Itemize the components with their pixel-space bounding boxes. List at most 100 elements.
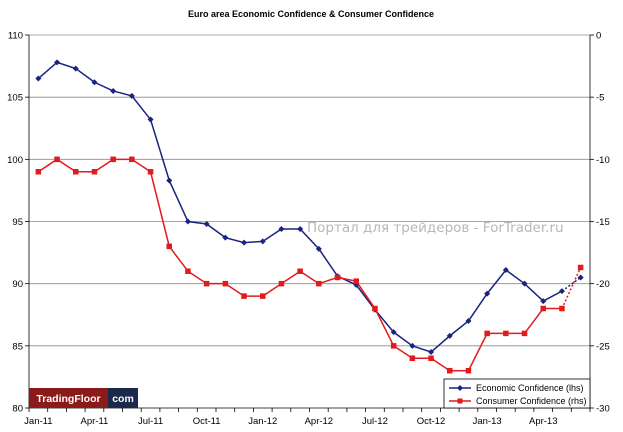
series-projection-line <box>561 267 582 309</box>
data-point <box>465 317 472 324</box>
left-tick-label: 105 <box>7 93 23 104</box>
x-tick-label: Jan-13 <box>473 416 502 427</box>
data-point <box>91 169 98 175</box>
data-point <box>316 280 322 287</box>
x-tick-label: Apr-11 <box>81 416 109 427</box>
data-point <box>334 274 341 281</box>
data-point <box>297 225 304 232</box>
data-point <box>484 290 491 297</box>
left-tick-label: 90 <box>12 279 23 290</box>
data-point <box>184 218 191 225</box>
data-point <box>428 355 434 362</box>
logo-left-bg <box>29 388 108 408</box>
legend-swatch-consumer-marker <box>457 398 463 404</box>
watermark: Портал для трейдеров - ForTrader.ru <box>307 220 564 236</box>
right-tick-label: -20 <box>596 279 610 290</box>
data-point <box>409 355 416 362</box>
data-point <box>372 305 378 312</box>
left-tick-label: 100 <box>7 155 23 166</box>
data-point <box>91 79 98 86</box>
data-point <box>447 367 453 374</box>
series-layer <box>35 59 584 374</box>
data-point <box>73 169 79 175</box>
data-point <box>35 169 42 175</box>
data-point <box>129 156 135 163</box>
right-tick-label: 0 <box>596 31 601 42</box>
data-point <box>559 305 565 312</box>
logo-right-bg <box>108 388 138 408</box>
data-point <box>353 278 359 284</box>
data-point <box>128 92 135 99</box>
x-tick-label: Jan-12 <box>248 416 277 427</box>
left-axis-ticks: 80 85 90 95 100 105 110 <box>7 31 29 415</box>
legend-swatch-economic-marker <box>457 385 463 391</box>
data-point <box>54 59 61 66</box>
data-point <box>203 280 210 287</box>
x-tick-label: Jul-11 <box>138 416 163 427</box>
data-point <box>503 330 509 337</box>
left-tick-label: 85 <box>12 341 23 352</box>
data-point <box>390 343 397 349</box>
data-point <box>502 266 509 273</box>
data-point <box>390 329 397 336</box>
data-point <box>428 349 435 356</box>
chart-title: Euro area Economic Confidence & Consumer… <box>188 9 434 19</box>
data-point <box>577 274 584 281</box>
right-tick-label: -10 <box>596 155 610 166</box>
right-tick-label: -25 <box>596 341 610 352</box>
data-point <box>35 75 42 82</box>
legend-label-consumer: Consumer Confidence (rhs) <box>476 396 587 406</box>
x-tick-label: Jul-12 <box>362 416 388 427</box>
left-tick-label: 95 <box>12 217 23 228</box>
legend-box <box>443 378 591 409</box>
x-axis-ticks: Jan-11 Apr-11 Jul-11 Oct-11 Jan-12 Apr-12 Jul-… <box>24 408 591 427</box>
tradingfloor-logo: TradingFloor com <box>29 388 138 408</box>
x-tick-label: Apr-12 <box>305 416 334 427</box>
data-point <box>185 268 191 274</box>
data-point <box>577 264 584 271</box>
x-tick-label: Apr-13 <box>529 416 558 427</box>
logo-right-text: com <box>112 393 134 405</box>
data-point <box>241 293 247 299</box>
data-point <box>147 116 154 123</box>
logo-left-text: TradingFloor <box>36 393 100 405</box>
data-point <box>315 245 322 252</box>
left-tick-label: 110 <box>8 31 23 42</box>
data-point <box>203 220 210 227</box>
data-point <box>297 268 303 274</box>
data-point <box>222 280 229 287</box>
right-tick-label: -30 <box>596 404 610 415</box>
data-point <box>278 280 285 287</box>
data-point <box>465 367 472 374</box>
data-point <box>484 330 490 337</box>
data-point <box>278 225 285 232</box>
data-point <box>540 305 546 312</box>
data-point <box>558 288 565 295</box>
x-tick-label: Jan-11 <box>24 416 52 427</box>
data-point <box>147 169 154 175</box>
legend-label-economic: Economic Confidence (lhs) <box>476 383 584 393</box>
data-point <box>540 298 547 305</box>
data-point <box>166 243 172 250</box>
right-tick-label: -15 <box>596 217 610 228</box>
data-point <box>72 65 79 72</box>
series-line <box>37 158 562 372</box>
x-tick-label: Oct-11 <box>193 416 221 427</box>
data-point <box>260 293 266 299</box>
data-point <box>521 330 528 337</box>
data-point <box>110 156 116 163</box>
data-point <box>166 177 173 184</box>
data-point <box>521 280 528 287</box>
data-point <box>54 156 60 163</box>
data-point <box>409 342 416 349</box>
right-tick-label: -5 <box>596 93 604 104</box>
data-point <box>259 238 266 245</box>
legend: Economic Confidence (lhs) Consumer Confi… <box>443 378 591 409</box>
left-tick-label: 80 <box>12 404 23 415</box>
grid <box>29 34 590 347</box>
data-point <box>446 332 453 339</box>
data-point <box>241 239 248 246</box>
data-point <box>110 87 117 94</box>
x-tick-label: Oct-12 <box>417 416 446 427</box>
